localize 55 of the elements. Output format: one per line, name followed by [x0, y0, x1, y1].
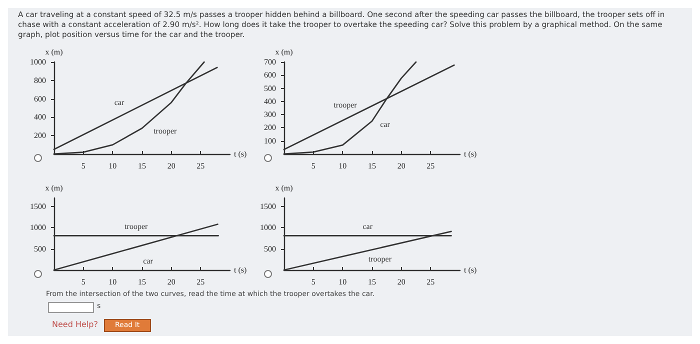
x-tick-label: 5 — [81, 162, 86, 170]
series-label: car — [362, 222, 373, 232]
y-axis-title: x (m) — [275, 184, 294, 192]
x-tick-label: 10 — [108, 278, 117, 286]
series-label: car — [143, 256, 154, 266]
y-tick-label: 1500 — [260, 202, 276, 211]
x-tick-label: 5 — [311, 278, 316, 286]
series-label: trooper — [124, 222, 148, 232]
y-axis-title: x (m) — [275, 48, 294, 56]
x-axis-title: t (s) — [464, 266, 477, 274]
x-tick-label: 20 — [167, 162, 176, 170]
x-tick-label: 20 — [397, 162, 406, 170]
x-tick-label: 10 — [108, 162, 117, 170]
x-tick-label: 15 — [368, 278, 376, 286]
x-tick-label: 20 — [167, 278, 176, 286]
x-tick-label: 10 — [338, 162, 347, 170]
y-tick-label: 1000 — [30, 223, 46, 232]
y-tick-label: 600 — [34, 94, 46, 104]
text: Need Help? — [52, 320, 98, 329]
y-tick-label: 400 — [34, 112, 46, 122]
x-tick-label: 15 — [138, 278, 146, 286]
x-tick-label: 25 — [426, 278, 435, 286]
x-axis-title: t (s) — [464, 150, 477, 158]
x-tick-label: 5 — [81, 278, 86, 286]
y-tick-label: 300 — [264, 110, 276, 120]
x-tick-label: 15 — [138, 162, 146, 170]
series-label: trooper — [334, 100, 358, 110]
y-tick-label: 400 — [264, 96, 276, 106]
x-tick-label: 25 — [196, 162, 205, 170]
x-axis-title: t (s) — [234, 266, 247, 274]
y-tick-label: 100 — [264, 136, 276, 146]
y-tick-label: 200 — [264, 123, 276, 132]
y-tick-label: 800 — [34, 76, 46, 85]
series-label: trooper — [154, 126, 178, 136]
x-tick-label: 10 — [338, 278, 347, 286]
y-tick-label: 500 — [264, 84, 276, 93]
y-tick-label: 600 — [264, 70, 276, 80]
x-tick-label: 20 — [397, 278, 406, 286]
x-tick-label: 25 — [426, 162, 435, 170]
x-tick-label: 25 — [196, 278, 205, 286]
series-label: car — [114, 98, 124, 108]
x-axis-title: t (s) — [234, 150, 247, 158]
x-tick-label: 15 — [368, 162, 376, 170]
y-tick-label: 500 — [264, 244, 276, 254]
y-axis-title: x (m) — [45, 184, 64, 192]
y-tick-label: 1500 — [30, 202, 46, 211]
y-axis-title: x (m) — [45, 48, 64, 56]
x-tick-label: 5 — [311, 162, 316, 170]
y-tick-label: 1000 — [260, 223, 276, 232]
series-label: car — [380, 120, 390, 129]
y-tick-label: 200 — [34, 131, 46, 140]
y-tick-label: 500 — [34, 244, 46, 254]
y-tick-label: 700 — [264, 58, 276, 66]
series-label: trooper — [368, 254, 392, 264]
y-tick-label: 1000 — [30, 58, 46, 66]
